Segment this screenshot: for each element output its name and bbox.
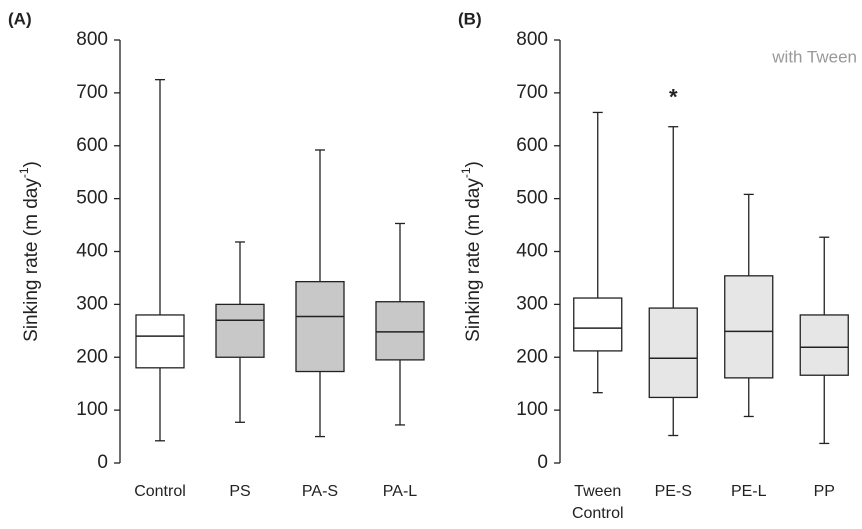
y-tick-label: 300 [76,293,108,314]
x-tick-label: Control [134,483,186,500]
box [215,303,265,358]
y-tick-label: 500 [516,188,548,209]
y-tick-label: 800 [76,29,108,50]
y-axis-label-sup: -1 [17,167,31,178]
y-axis-label-text: Sinking rate (m day [463,178,484,342]
y-tick-label: 500 [76,188,108,209]
x-tick-label: PE-L [730,483,767,500]
y-axis-label-text: Sinking rate (m day [21,178,42,342]
y-tick-label: 400 [76,241,108,262]
y-tick-label: 400 [516,241,548,262]
x-tick-label: PS [229,483,251,500]
box [295,280,345,373]
box [375,301,425,361]
box [648,307,698,399]
box [724,275,774,379]
y-tick-label: 200 [76,346,108,367]
x-tick-label: PA-L [382,483,418,500]
annotation: with Tween [771,47,857,66]
panel-label: (B) [458,9,482,28]
y-tick-label: 100 [516,399,548,420]
box [799,314,849,376]
y-axis-label-end: ) [21,161,42,167]
x-tick-label: PE-S [654,483,692,500]
y-axis-label: Sinking rate (m day-1) [459,161,484,342]
y-axis-label-sup: -1 [459,167,473,178]
y-tick-label: 700 [76,82,108,103]
y-tick-label: 0 [97,452,108,473]
x-tick-label: PP [813,483,835,500]
y-tick-label: 300 [516,293,548,314]
y-tick-label: 800 [516,29,548,50]
box [573,297,623,352]
y-tick-label: 600 [516,135,548,156]
box [135,314,185,369]
y-axis-label-end: ) [463,161,484,167]
x-tick-label: PA-S [301,483,339,500]
y-tick-label: 100 [76,399,108,420]
y-axis-label: Sinking rate (m day-1) [17,161,42,342]
panel-label: (A) [8,9,32,28]
x-tick-label: Tween Control [571,483,624,522]
y-tick-label: 200 [516,346,548,367]
y-tick-label: 0 [537,452,548,473]
significance-star: * [669,85,678,110]
y-tick-label: 600 [76,135,108,156]
y-tick-label: 700 [516,82,548,103]
